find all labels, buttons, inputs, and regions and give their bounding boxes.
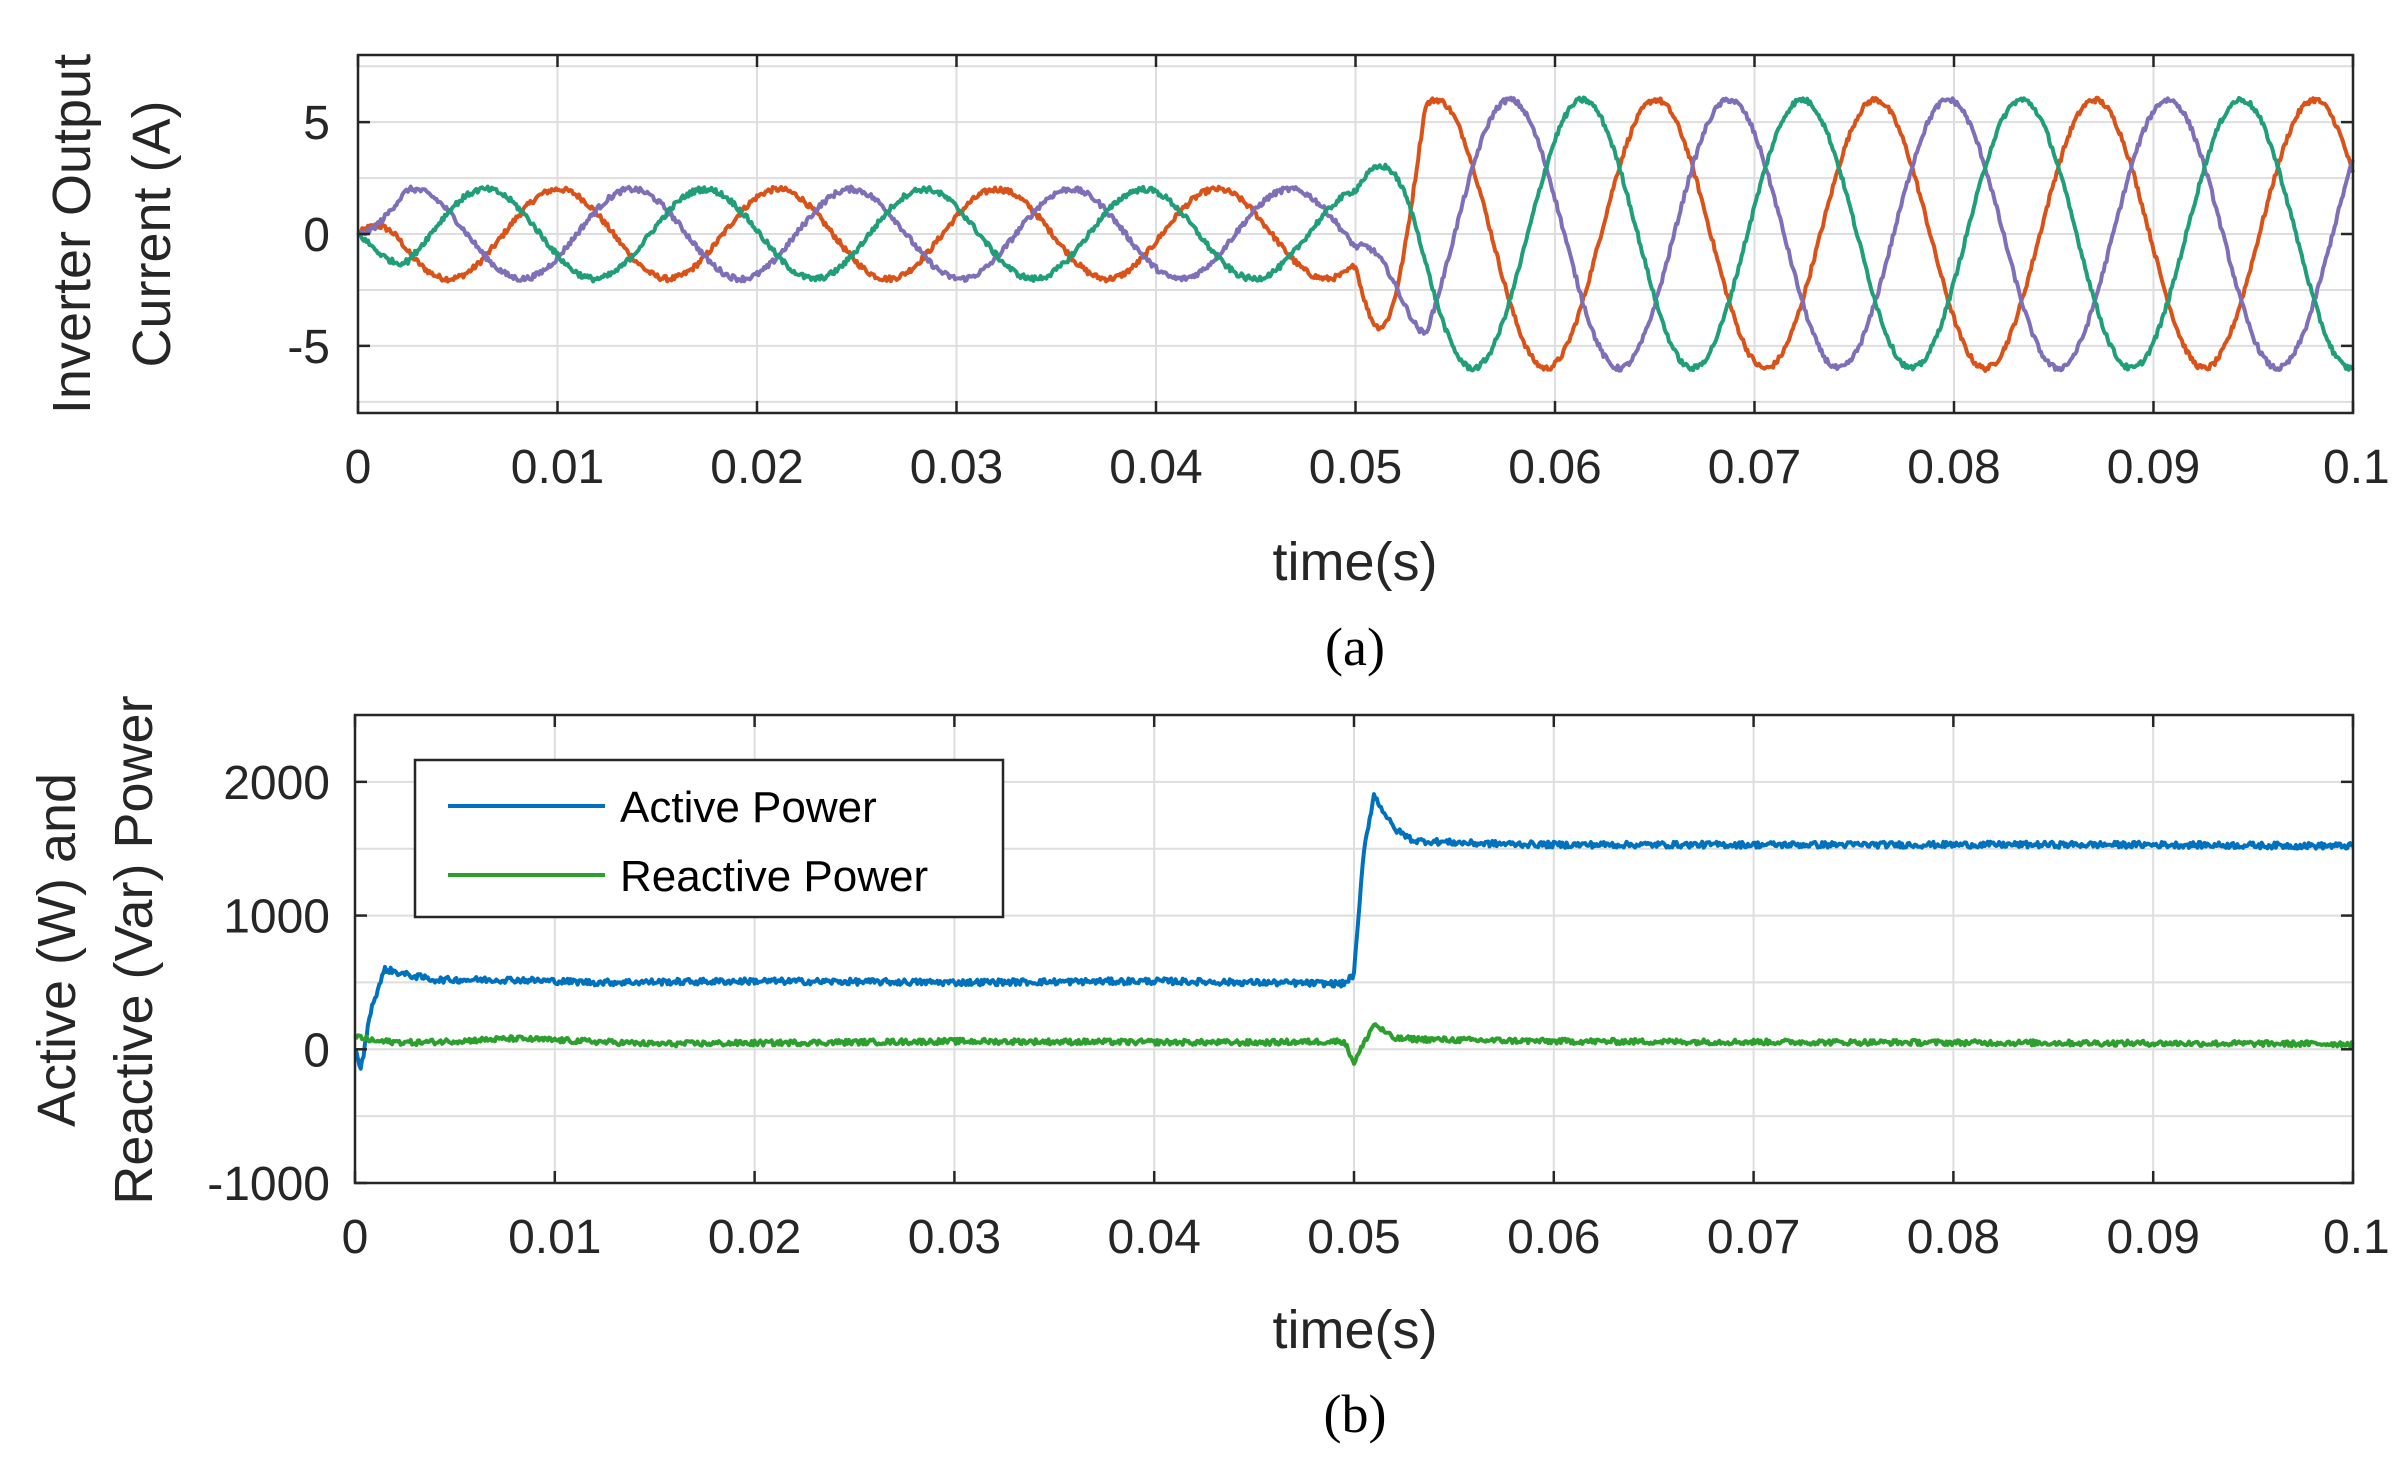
panel-a-ylabel-line2: Current (A) [122,100,182,367]
x-tick-label: 0.1 [2323,441,2390,494]
legend-active-power-label: Active Power [620,783,877,832]
x-tick-label: 0.03 [910,441,1003,494]
panel-b-legend: Active Power Reactive Power [413,758,1005,919]
x-tick-label: 0.05 [1307,1211,1400,1264]
x-tick-label: 0.04 [1107,1211,1200,1264]
x-tick-label: 0.02 [708,1211,801,1264]
panel-b-xlabel: time(s) [1273,1300,1438,1360]
series-line-phase-b [356,95,2355,373]
x-tick-label: 0.07 [1707,1211,1800,1264]
y-tick-label: -1000 [207,1158,330,1211]
series-line-active-power [354,792,2354,1071]
x-tick-label: 0.03 [908,1211,1001,1264]
panel-b-caption: (b) [1324,1384,1387,1444]
panel-a-x-ticks: 0 0.01 0.02 0.03 0.04 0.05 0.06 0.07 0.08 0.09 0.1 [345,55,2390,494]
y-tick-label: 5 [303,97,330,150]
x-tick-label: 0.09 [2107,441,2200,494]
legend-box [413,758,1005,919]
panel-a-ylabel-line1: Inverter Output [42,54,102,414]
y-tick-label: 0 [303,1024,330,1077]
panel-b-y-ticks: 2000 1000 0 -1000 [207,757,2353,1211]
panel-b-series [353,792,2355,1071]
y-tick-label: 0 [303,209,330,262]
x-tick-label: 0.04 [1109,441,1202,494]
panel-b-ylabel-line1: Active (W) and [27,773,87,1127]
x-tick-label: 0 [342,1211,369,1264]
panel-b-ylabel-line2: Reactive (Var) Power [104,695,164,1204]
panel-a-xlabel: time(s) [1273,532,1438,592]
panel-a-current-plot: 0 0.01 0.02 0.03 0.04 0.05 0.06 0.07 0.08 0.09 0.1… [42,53,2390,677]
panel-b-x-ticks: 0 0.01 0.02 0.03 0.04 0.05 0.06 0.07 0.08 0.09 0.1 [342,715,2390,1264]
x-tick-label: 0.01 [511,441,604,494]
x-tick-label: 0.1 [2323,1211,2390,1264]
x-tick-label: 0.06 [1508,441,1601,494]
panel-b-power-plot: 0 0.01 0.02 0.03 0.04 0.05 0.06 0.07 0.08 0.09 0.1… [27,695,2390,1444]
panel-a-series [356,95,2355,373]
panel-a-caption: (a) [1325,617,1385,677]
x-tick-label: 0 [345,441,372,494]
x-tick-label: 0.05 [1309,441,1402,494]
x-tick-label: 0.08 [1907,1211,2000,1264]
x-tick-label: 0.09 [2106,1211,2199,1264]
series-line-phase-c [356,95,2355,373]
y-tick-label: 1000 [223,891,330,944]
y-tick-label: 2000 [223,757,330,810]
y-tick-label: -5 [287,321,330,374]
legend-reactive-power-label: Reactive Power [620,852,928,901]
x-tick-label: 0.06 [1507,1211,1600,1264]
x-tick-label: 0.08 [1907,441,2000,494]
x-tick-label: 0.07 [1708,441,1801,494]
series-line-reactive-power [353,1022,2355,1066]
x-tick-label: 0.01 [508,1211,601,1264]
x-tick-label: 0.02 [710,441,803,494]
panel-a-y-ticks: 5 0 -5 [287,97,2353,374]
